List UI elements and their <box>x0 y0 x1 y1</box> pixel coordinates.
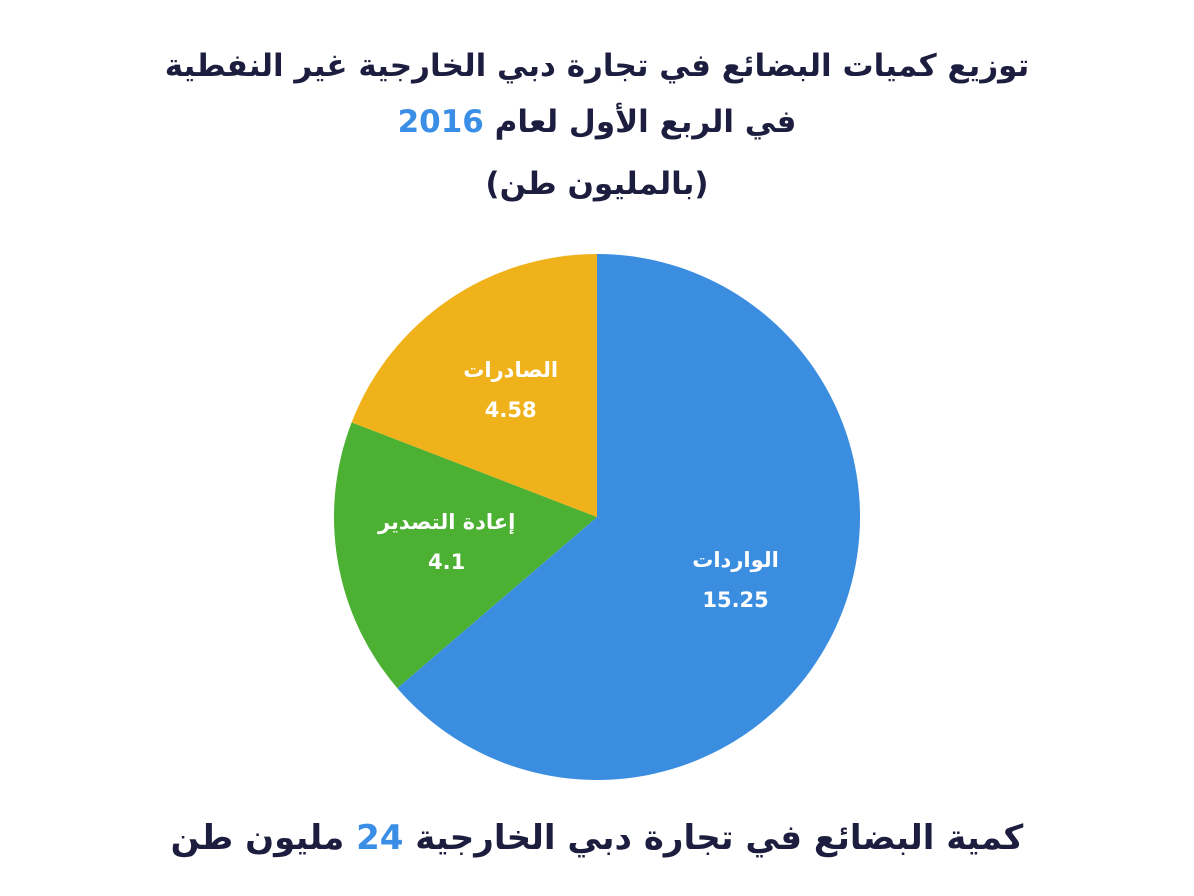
title-line2: في الربع الأول لعام 2016 <box>0 104 1194 140</box>
footer-unit: مليون طن <box>170 818 345 858</box>
slice-value: 4.58 <box>485 398 537 422</box>
title: توزيع كميات البضائع في تجارة دبي الخارجي… <box>164 48 1030 84</box>
footer-total: 24 <box>356 818 404 858</box>
footer: كمية البضائع في تجارة دبي الخارجية 24 مل… <box>0 818 1194 858</box>
slice-label: الصادرات <box>463 358 558 382</box>
slice-label: إعادة التصدير <box>377 510 515 534</box>
title-year: 2016 <box>397 104 484 140</box>
footer-text: كمية البضائع في تجارة دبي الخارجية <box>415 818 1024 858</box>
slice-value: 4.1 <box>428 550 465 574</box>
pie-slice <box>333 422 597 689</box>
slice-value: 15.25 <box>702 588 768 612</box>
subtitle: (بالمليون طن) <box>485 166 709 202</box>
pie-slice <box>351 254 597 517</box>
pie-slice <box>397 254 860 780</box>
title-text: في الربع الأول لعام <box>494 104 797 140</box>
slice-label: الواردات <box>692 548 779 572</box>
